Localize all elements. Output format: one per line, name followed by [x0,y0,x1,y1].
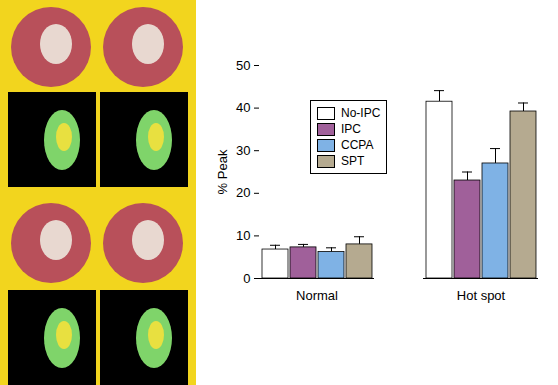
svg-text:10: 10 [236,228,250,243]
svg-text:20: 20 [236,185,250,200]
svg-text:50: 50 [236,58,250,73]
html-text:CCPA: CCPA [341,138,374,152]
svg-text:Normal: Normal [296,288,338,303]
svg-text:0: 0 [243,271,250,286]
html-text:SPT: SPT [341,154,365,168]
html-text:IPC: IPC [341,122,361,136]
svg-text:30: 30 [236,143,250,158]
svg-text:40: 40 [236,100,250,115]
svg-text:% Peak: % Peak [215,149,230,194]
svg-text:Hot spot: Hot spot [457,288,506,303]
html-text:No-IPC: No-IPC [341,106,381,120]
